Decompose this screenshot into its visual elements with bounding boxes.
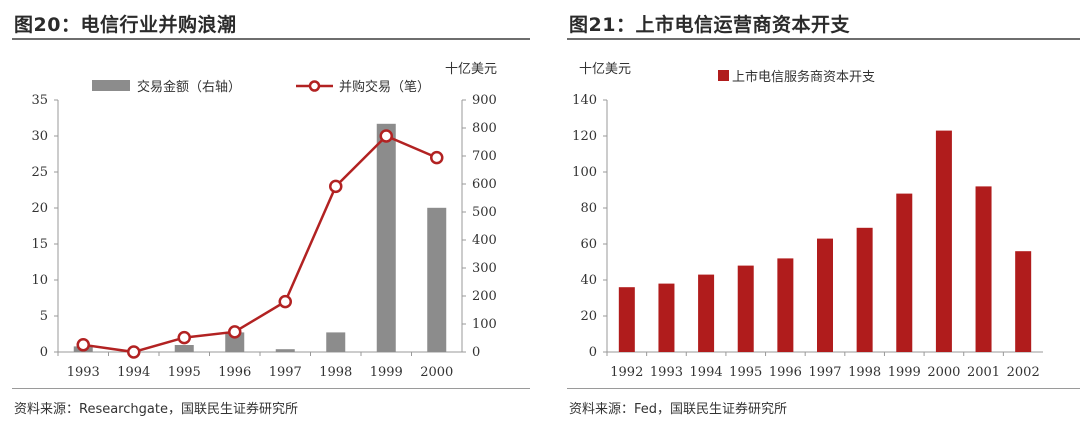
source-divider: [12, 388, 530, 389]
capex-chart: 0 20 40 60 80 100 120 140 十亿美元 1992 1993 1994 1995 19…: [572, 62, 1043, 380]
figure-21-title: 图21：上市电信运营商资本开支: [569, 14, 850, 36]
x-tick-label: 2001: [967, 365, 1000, 380]
left-tick-label: 15: [31, 237, 48, 252]
bar-capex: [658, 283, 675, 352]
bar-capex: [856, 227, 873, 352]
title-divider: [567, 38, 1080, 40]
deal-count-point: [127, 345, 141, 359]
left-tick-label: 30: [31, 129, 48, 144]
bar-capex: [817, 238, 833, 352]
deal-count-point: [177, 330, 191, 345]
bar-capex: [737, 265, 754, 352]
y-tick-label: 60: [580, 237, 597, 252]
figure-21-source: 资料来源：Fed，国联民生证券研究所: [569, 402, 788, 417]
y-tick-label: 80: [580, 201, 597, 216]
bar-capex: [896, 193, 913, 352]
bar-deal-value: [225, 332, 245, 352]
deal-count-point: [228, 325, 242, 339]
legend-label: 上市电信服务商资本开支: [732, 69, 875, 85]
x-tick-label: 1999: [888, 365, 921, 380]
figure-20-panel: 图20：电信行业并购浪潮 0 5 10 15 20 25 30 35 0 100 200 300 400…: [0, 0, 530, 426]
figure-21-panel: 图21：上市电信运营商资本开支 0 20 40 60 80 100 120 140 十亿美元 19…: [555, 0, 1080, 426]
x-tick-label: 1998: [848, 365, 881, 380]
unit-label: 十亿美元: [579, 62, 631, 77]
x-tick-label: 1992: [610, 365, 643, 380]
x-tick-label: 1993: [67, 365, 100, 380]
x-tick-label: 1999: [370, 365, 403, 380]
bar-capex: [975, 186, 992, 352]
right-tick-label: 0: [472, 345, 480, 360]
mna-chart: 0 5 10 15 20 25 30 35 0 100 200 300 400 500 600 700 800 9…: [31, 62, 497, 380]
bar-deal-value: [174, 345, 194, 352]
bar-capex: [935, 130, 952, 352]
left-tick-label: 20: [31, 201, 48, 216]
x-tick-label: 1993: [650, 365, 683, 380]
x-tick-label: 1996: [769, 365, 802, 380]
right-tick-label: 800: [472, 121, 497, 136]
right-tick-label: 200: [472, 289, 497, 304]
deal-count-point: [379, 129, 393, 143]
x-tick-label: 1994: [117, 365, 150, 380]
legend-bar-label: 交易金额（右轴）: [137, 79, 241, 95]
right-tick-label: 100: [472, 317, 497, 332]
figure-20-title: 图20：电信行业并购浪潮: [14, 14, 237, 36]
y-tick-label: 100: [572, 165, 597, 180]
bar-capex: [618, 287, 635, 352]
x-tick-label: 2000: [420, 365, 453, 380]
deal-count-point: [329, 179, 343, 194]
y-tick-label: 120: [572, 129, 597, 144]
title-divider: [12, 38, 530, 40]
right-tick-label: 500: [472, 205, 497, 220]
deal-count-point: [76, 338, 90, 352]
left-tick-label: 5: [40, 309, 48, 324]
x-tick-label: 2002: [1007, 365, 1040, 380]
series-line-deals: [83, 134, 438, 354]
deal-count-point: [430, 150, 444, 165]
left-tick-label: 10: [31, 273, 48, 288]
bar-capex: [698, 274, 715, 352]
x-tick-label: 1995: [168, 365, 201, 380]
x-tick-label: 1997: [269, 365, 302, 380]
bar-deal-value: [427, 207, 447, 352]
legend-line-marker: [308, 80, 321, 92]
unit-label: 十亿美元: [445, 62, 497, 77]
y-tick-label: 140: [572, 93, 597, 108]
bar-capex: [1015, 251, 1032, 352]
bar-deal-value: [326, 332, 346, 352]
x-tick-label: 1998: [319, 365, 352, 380]
x-tick-label: 1997: [808, 365, 841, 380]
right-tick-label: 400: [472, 233, 497, 248]
y-tick-label: 40: [580, 273, 597, 288]
legend-line-label: 并购交易（笔）: [339, 79, 430, 95]
x-tick-label: 2000: [927, 365, 960, 380]
bar-deal-value: [376, 123, 396, 352]
right-tick-label: 700: [472, 149, 497, 164]
right-tick-label: 600: [472, 177, 497, 192]
x-tick-label: 1994: [690, 365, 723, 380]
x-tick-label: 1995: [729, 365, 762, 380]
left-tick-label: 25: [31, 165, 48, 180]
figure-20-source: 资料来源：Researchgate，国联民生证券研究所: [14, 402, 298, 417]
x-tick-label: 1996: [218, 365, 251, 380]
deal-count-point: [278, 294, 292, 309]
legend-bar-swatch: [92, 80, 130, 91]
left-tick-label: 0: [40, 345, 48, 360]
right-tick-label: 900: [472, 93, 497, 108]
y-tick-label: 0: [589, 345, 597, 360]
y-tick-label: 20: [580, 309, 597, 324]
left-tick-label: 35: [31, 93, 48, 108]
bar-deal-value: [275, 349, 295, 352]
bar-capex: [777, 258, 794, 352]
right-tick-label: 300: [472, 261, 497, 276]
legend-swatch: [718, 70, 729, 81]
source-divider: [567, 388, 1080, 389]
